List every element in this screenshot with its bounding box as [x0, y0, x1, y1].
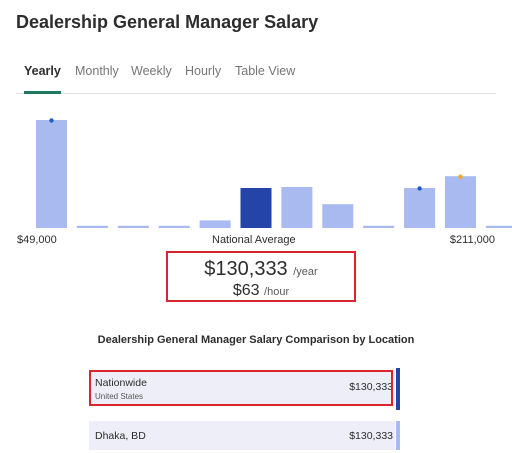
yearly-salary: $130,333 /year	[168, 258, 354, 281]
histogram-bar	[363, 225, 395, 228]
tab-table-view[interactable]: Table View	[235, 64, 296, 78]
location-sublabel: United States	[95, 392, 144, 401]
axis-max-label: $211,000	[449, 234, 495, 246]
location-salary: $130,333	[349, 381, 393, 393]
page-title: Dealership General Manager Salary	[16, 12, 319, 32]
histogram-svg	[36, 118, 512, 228]
hourly-salary: $63 /hour	[168, 282, 354, 300]
histogram-bar	[158, 225, 190, 228]
period-tabs: Yearly Monthly Weekly Hourly Table View	[16, 52, 496, 94]
location-bar	[396, 368, 400, 410]
tab-monthly[interactable]: Monthly	[75, 64, 119, 78]
hourly-unit: /hour	[264, 286, 290, 298]
histogram-marker	[49, 118, 54, 123]
histogram-bar	[485, 225, 512, 228]
histogram-bar	[322, 204, 354, 228]
histogram-bar	[117, 225, 149, 228]
histogram-marker	[417, 186, 422, 191]
selected-row-highlight	[89, 370, 393, 406]
histogram-bar	[281, 187, 313, 228]
histogram-marker	[458, 174, 463, 179]
histogram-bar	[404, 188, 436, 228]
location-row-dhaka[interactable]: Dhaka, BD $130,333	[89, 421, 395, 450]
tab-weekly[interactable]: Weekly	[131, 64, 172, 78]
histogram-bar	[36, 120, 67, 228]
axis-min-label: $49,000	[17, 234, 57, 246]
hourly-salary-value: $63	[232, 282, 260, 299]
location-bar	[396, 421, 400, 450]
location-name: Dhaka, BD	[95, 430, 146, 442]
yearly-salary-value: $130,333	[204, 258, 288, 280]
histogram-bar	[76, 225, 108, 228]
yearly-unit: /year	[293, 266, 318, 278]
location-name: Nationwide	[95, 377, 147, 389]
average-salary-box: $130,333 /year $63 /hour	[166, 251, 356, 302]
axis-center-label: National Average	[212, 234, 296, 246]
histogram-bar	[445, 176, 476, 228]
tab-yearly[interactable]: Yearly	[24, 52, 61, 94]
comparison-title: Dealership General Manager Salary Compar…	[97, 334, 415, 346]
tab-hourly[interactable]: Hourly	[185, 64, 222, 78]
histogram-bar	[199, 220, 231, 228]
location-salary: $130,333	[349, 430, 393, 442]
histogram-bar-average	[240, 188, 272, 228]
salary-histogram	[0, 100, 512, 230]
location-row-nationwide[interactable]: Nationwide United States $130,333	[89, 370, 395, 406]
